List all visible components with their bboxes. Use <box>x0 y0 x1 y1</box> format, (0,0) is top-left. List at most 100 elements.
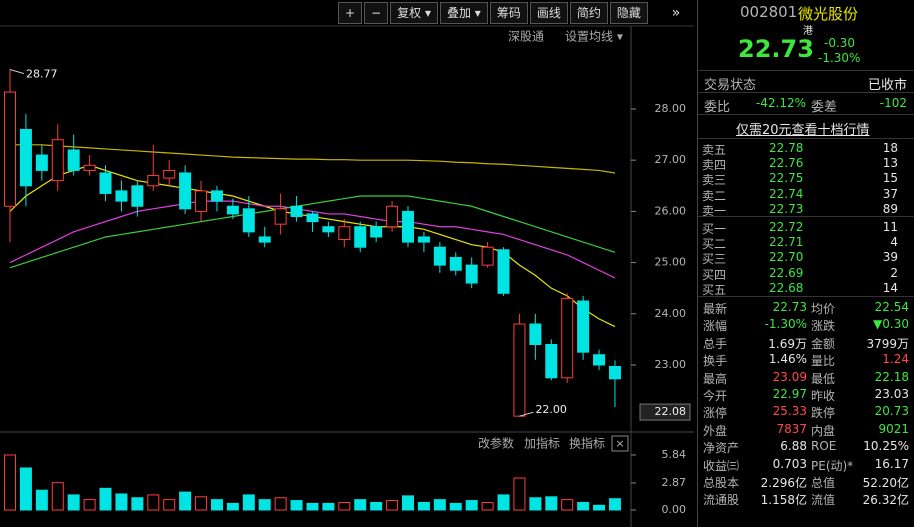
volume-bar <box>35 489 48 511</box>
candle-body <box>322 226 335 233</box>
book-volume: 18 <box>882 141 898 155</box>
toolbar-button[interactable]: 简约 <box>569 2 608 24</box>
separator <box>698 138 914 139</box>
volume-tick-label: 2.87 <box>662 476 687 489</box>
promo-link[interactable]: 仅需20元查看十档行情 <box>736 123 870 138</box>
diff-label: 委差 <box>811 100 838 115</box>
volume-bar <box>210 499 223 511</box>
stat-value: 20.73 <box>874 404 909 419</box>
stat-value: 52.20亿 <box>862 476 909 490</box>
candle-body <box>35 154 48 171</box>
stat-value: 22.54 <box>874 300 909 314</box>
volume-bar <box>370 501 383 511</box>
stat-value: 0.703 <box>772 456 807 471</box>
stat-value: 7837 <box>776 421 807 436</box>
candle-body <box>354 226 367 248</box>
volume-bar <box>608 498 621 511</box>
book-label: 买三 <box>702 252 727 267</box>
chart-option[interactable]: 深股通 <box>508 30 544 44</box>
stat-value: 1.24 <box>882 352 909 367</box>
volume-bar <box>242 494 255 511</box>
stat-label: 外盘 <box>703 423 728 438</box>
volume-bar <box>402 495 414 511</box>
cursor-box <box>639 403 691 421</box>
diff-value: -102 <box>879 96 907 110</box>
toolbar-button[interactable]: 隐藏 <box>609 2 648 24</box>
book-label: 卖三 <box>702 173 727 188</box>
separator <box>698 70 914 71</box>
stat-value: 22.18 <box>874 369 909 384</box>
candle-body <box>561 297 574 379</box>
stat-value: 26.32亿 <box>862 493 909 508</box>
stat-value: 1.69万 <box>768 336 807 351</box>
stat-label: 均价 <box>811 302 836 316</box>
toolbar-button[interactable]: 复权 ▾ <box>390 2 438 24</box>
y-tick-label: 26.00 <box>655 204 687 217</box>
book-label: 卖二 <box>702 188 727 203</box>
candle-body <box>258 236 271 243</box>
status-label: 交易状态 <box>704 78 757 93</box>
toolbar-button[interactable]: 筹码 <box>489 2 528 24</box>
candle-body <box>290 205 303 217</box>
book-price: 22.72 <box>769 220 804 234</box>
book-price: 22.69 <box>769 265 804 280</box>
book-volume: 2 <box>890 265 898 280</box>
annotation-label: 28.77 <box>26 68 58 81</box>
close-icon[interactable]: × <box>615 437 624 450</box>
collapse-icon[interactable]: » <box>672 5 681 21</box>
candle-body <box>529 323 542 345</box>
candle-body <box>115 190 128 202</box>
candle-body <box>497 249 510 294</box>
candle-body <box>608 366 621 380</box>
indicator-option[interactable]: 换指标 <box>569 436 605 451</box>
candle-body <box>4 91 16 207</box>
book-price: 22.75 <box>769 171 804 186</box>
quote-panel: 002801 微光股份港 22.73 -0.30 -1.30% 交易状态 已收市 委比 -42.… <box>697 0 914 527</box>
volume-bar <box>497 494 510 511</box>
candle-body <box>274 208 287 225</box>
candle-body <box>593 354 606 366</box>
chart-option[interactable]: 设置均线 ▾ <box>565 30 623 44</box>
stat-label: 跌停 <box>811 406 836 421</box>
toolbar-button[interactable]: 叠加 ▾ <box>439 2 488 24</box>
book-volume: 15 <box>882 171 898 186</box>
book-label: 卖五 <box>702 143 727 157</box>
ratio-value: -42.12% <box>755 96 806 110</box>
stat-label: ROE <box>811 439 837 454</box>
annotation-arrow <box>9 69 25 75</box>
toolbar-button[interactable]: − <box>364 2 389 24</box>
last-price: 22.73 <box>738 35 814 63</box>
indicator-option[interactable]: 改参数 <box>478 436 514 451</box>
candle-body <box>545 343 558 379</box>
volume-bar <box>577 501 590 511</box>
volume-bar <box>115 493 128 511</box>
volume-bar <box>449 502 462 511</box>
toolbar-button[interactable]: + <box>338 2 363 24</box>
book-price: 22.74 <box>769 186 804 201</box>
book-volume: 39 <box>882 250 898 265</box>
separator <box>698 216 914 217</box>
book-volume: 14 <box>882 280 898 295</box>
toolbar-button[interactable]: 画线 <box>529 2 568 24</box>
indicator-option[interactable]: 加指标 <box>524 436 560 451</box>
candle-body <box>67 149 80 171</box>
stat-label: 总股本 <box>703 476 740 490</box>
stat-value: 23.03 <box>874 387 909 401</box>
book-price: 22.70 <box>769 250 804 265</box>
stat-label: 最新 <box>703 302 728 316</box>
stat-value: 6.88 <box>780 439 807 454</box>
close-button[interactable] <box>611 435 629 452</box>
book-label: 买五 <box>702 282 727 297</box>
stat-label: 流值 <box>811 493 836 508</box>
stat-value: 2.296亿 <box>760 476 807 490</box>
annotation-arrow <box>519 411 534 417</box>
candle-body <box>131 185 144 207</box>
book-label: 卖四 <box>702 158 727 173</box>
volume-bar <box>338 501 351 511</box>
volume-bar <box>529 497 542 511</box>
moving-average <box>10 144 616 174</box>
candle-body <box>465 264 478 284</box>
volume-bar <box>4 454 16 511</box>
stat-label: 涨停 <box>703 406 728 421</box>
